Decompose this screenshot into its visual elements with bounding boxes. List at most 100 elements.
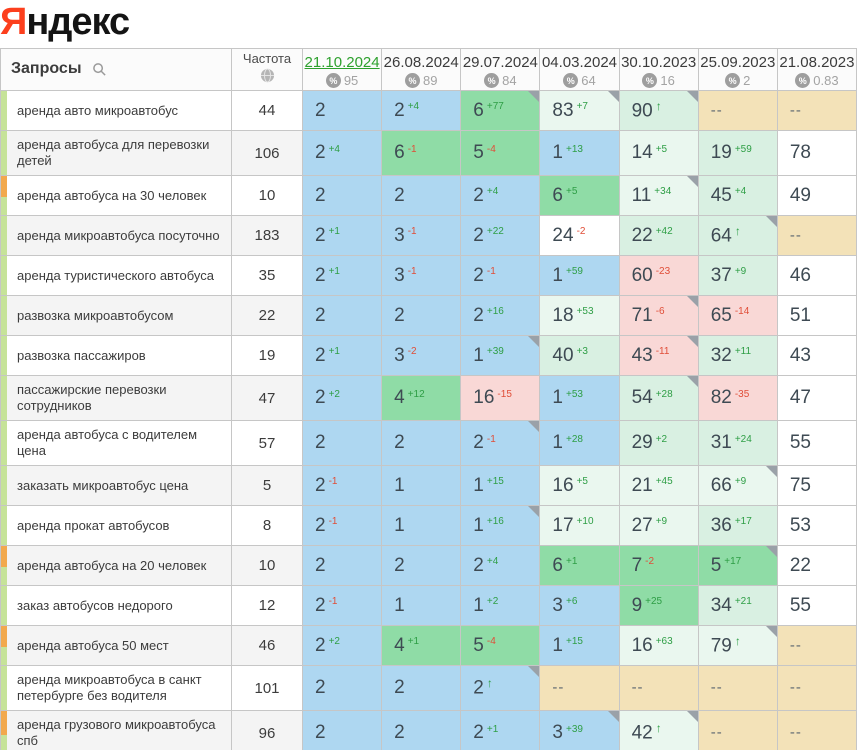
position-change: +12 — [407, 388, 425, 400]
keyword-cell: аренда автобуса для перевозки детей — [0, 130, 232, 176]
position-cell: 2 — [381, 710, 462, 750]
position-cell: 5 +17 — [697, 545, 778, 586]
position-cell: 2 +1 — [301, 215, 383, 256]
keyword-cell: заказать микроавтобус цена — [0, 465, 232, 506]
frequency-cell: 96 — [231, 710, 303, 750]
percent-icon: % — [642, 73, 658, 88]
new-entry-arrow-icon: ↑ — [655, 721, 662, 736]
position-cell: 1 +2 — [460, 585, 541, 626]
position-value: 90 — [631, 100, 653, 122]
position-value: 29 — [631, 432, 653, 453]
position-value: 34 — [710, 594, 732, 616]
position-value: 2 — [315, 722, 326, 743]
position-change: -15 — [497, 388, 512, 400]
position-cell: 2 -1 — [301, 585, 383, 626]
position-change: +39 — [566, 723, 583, 735]
keyword-cell: аренда автобуса с водителем цена — [0, 420, 232, 466]
position-change: +17 — [734, 516, 752, 528]
position-value: 36 — [710, 514, 732, 536]
date-link[interactable]: 29.07.2024 — [462, 54, 538, 71]
position-value: 2 — [315, 677, 326, 698]
position-cell: -- — [776, 215, 857, 256]
date-link[interactable]: 21.10.2024 — [304, 54, 380, 71]
position-cell: 55 — [776, 420, 857, 466]
position-cell: 2 +2 — [301, 625, 383, 666]
position-change: +5 — [566, 186, 578, 198]
position-cell: 42 ↑ — [618, 710, 699, 750]
new-entry-arrow-icon: ↑ — [734, 633, 741, 648]
frequency-cell: 101 — [231, 665, 303, 711]
position-change: +1 — [566, 556, 578, 568]
stripe-green-segment — [1, 735, 7, 750]
position-change: -2 — [407, 346, 417, 358]
position-value: -- — [710, 101, 723, 119]
date-link[interactable]: 26.08.2024 — [383, 54, 459, 71]
position-change: +5 — [655, 143, 668, 155]
position-value: 1 — [473, 514, 484, 536]
position-change: +2 — [328, 636, 340, 648]
position-change: +15 — [486, 476, 504, 488]
yandex-logo: Яндекс — [0, 0, 857, 48]
position-cell: 1 — [381, 465, 462, 506]
corner-flag-icon — [528, 506, 540, 517]
visibility-indicator: % 16 — [620, 73, 698, 88]
position-change: +9 — [734, 266, 747, 278]
position-change: +1 — [486, 723, 499, 735]
date-link[interactable]: 30.10.2023 — [621, 54, 697, 71]
position-cell: 31 +24 — [697, 420, 778, 466]
stripe-green-segment — [1, 421, 7, 465]
position-cell: 2 +2 — [301, 375, 383, 421]
position-value: 16 — [552, 474, 574, 496]
queries-header-label: Запросы — [11, 60, 82, 78]
date-column-header: 30.10.2023 % 16 — [618, 48, 699, 91]
position-value: 66 — [710, 474, 732, 496]
keyword-label: развозка пассажиров — [17, 347, 146, 363]
position-value: -- — [789, 679, 802, 696]
corner-flag-icon — [528, 421, 540, 432]
keyword-cell: аренда прокат автобусов — [0, 505, 232, 546]
position-cell: -- — [697, 710, 778, 750]
position-cell: 5 -4 — [460, 130, 541, 176]
position-value: 2 — [315, 387, 326, 408]
search-icon[interactable] — [92, 62, 107, 77]
keyword-status-stripe — [1, 296, 7, 335]
position-value: 2 — [394, 432, 405, 453]
position-cell: 11 +34 — [618, 175, 699, 216]
position-value: 7 — [631, 554, 643, 576]
date-link[interactable]: 21.08.2023 — [779, 54, 855, 71]
position-cell: 2 +1 — [301, 255, 383, 296]
position-value: 2 — [394, 722, 405, 743]
position-value: 2 — [315, 184, 326, 206]
position-cell: 2 +16 — [460, 295, 541, 336]
position-value: -- — [789, 724, 802, 741]
keyword-label: аренда туристического автобуса — [17, 267, 214, 283]
position-cell: 82 -35 — [697, 375, 778, 421]
keyword-cell: заказ автобусов недорого — [0, 585, 232, 626]
stripe-green-segment — [1, 376, 7, 420]
date-link[interactable]: 25.09.2023 — [700, 54, 776, 71]
position-value: 64 — [710, 225, 732, 247]
position-value: 2 — [315, 142, 326, 163]
position-value: 2 — [394, 99, 405, 121]
queries-header: Запросы — [0, 48, 232, 91]
new-entry-arrow-icon: ↑ — [655, 98, 662, 113]
corner-flag-icon — [765, 546, 777, 557]
position-cell: 1 +15 — [460, 465, 541, 506]
position-change: +3 — [576, 346, 588, 358]
visibility-indicator: % 95 — [303, 73, 381, 88]
position-value: 17 — [552, 514, 574, 536]
position-change: -6 — [655, 306, 665, 318]
position-value: 2 — [473, 224, 484, 246]
position-value: 22 — [631, 224, 653, 246]
visibility-indicator: % 0.83 — [778, 73, 856, 88]
position-change: +2 — [655, 433, 668, 445]
date-link[interactable]: 04.03.2024 — [541, 54, 618, 71]
position-cell: 36 +17 — [697, 505, 778, 546]
table-row: заказ автобусов недорого 12 2 -1 1 1 +2 3 +6 9 +25… — [0, 585, 857, 626]
position-value: -- — [789, 101, 802, 119]
position-cell: 60 -23 — [618, 255, 699, 296]
position-cell: 2 -1 — [301, 465, 383, 506]
keyword-status-stripe — [1, 376, 7, 420]
position-value: 46 — [789, 264, 811, 286]
keyword-label: аренда автобуса на 30 человек — [17, 187, 207, 203]
